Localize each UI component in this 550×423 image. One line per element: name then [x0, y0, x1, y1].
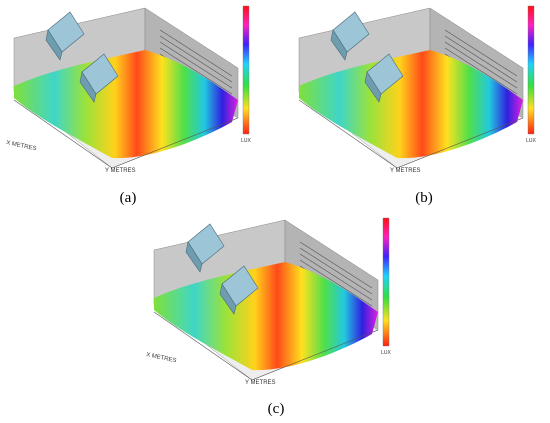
- colorbar-label: LUX: [381, 350, 391, 356]
- x-axis: [13, 99, 113, 169]
- wall-rail: [159, 47, 233, 95]
- colorbar-label: LUX: [241, 138, 251, 144]
- panel-a: LUX X METRES Y METRES: [6, 5, 252, 174]
- caption: (a): [120, 190, 137, 206]
- skylight-side: [330, 29, 348, 61]
- panel-c: LUX X METRES Y METRES: [146, 217, 392, 386]
- x-axis-label: X METRES: [6, 140, 37, 152]
- caption: (c): [268, 401, 285, 417]
- lux-surface: [299, 50, 523, 159]
- x-axis-label: X METRES: [146, 352, 177, 364]
- lux-surface: [154, 262, 378, 371]
- y-axis: [396, 117, 524, 169]
- colorbar-label: LUX: [526, 138, 536, 144]
- skylight-side: [45, 29, 63, 61]
- skylight-side: [219, 283, 237, 315]
- wall-rail: [299, 259, 373, 307]
- x-axis: [298, 99, 398, 169]
- colorbar: [382, 217, 390, 347]
- panel-b: LUX Y METRES: [298, 5, 537, 174]
- wall-rail: [444, 35, 518, 83]
- y-axis: [251, 329, 379, 381]
- skylight-side: [185, 241, 203, 273]
- caption: (b): [415, 190, 433, 206]
- wall-rail: [159, 41, 233, 89]
- y-axis: [111, 117, 239, 169]
- x-axis: [153, 311, 253, 381]
- wall-rail: [299, 241, 373, 289]
- lux-surface: [14, 50, 238, 159]
- y-axis-label: Y METRES: [390, 168, 421, 174]
- skylight-side: [364, 71, 382, 103]
- y-axis-label: Y METRES: [245, 380, 276, 386]
- wall-rail: [444, 29, 518, 77]
- wall-rail: [299, 253, 373, 301]
- wall-rail: [444, 47, 518, 95]
- wall-rail: [444, 41, 518, 89]
- wall-rail: [299, 247, 373, 295]
- skylight-side: [79, 71, 97, 103]
- y-axis-label: Y METRES: [105, 168, 136, 174]
- wall-rail: [159, 29, 233, 77]
- wall-rail: [159, 35, 233, 83]
- colorbar: [242, 5, 250, 135]
- colorbar: [527, 5, 535, 135]
